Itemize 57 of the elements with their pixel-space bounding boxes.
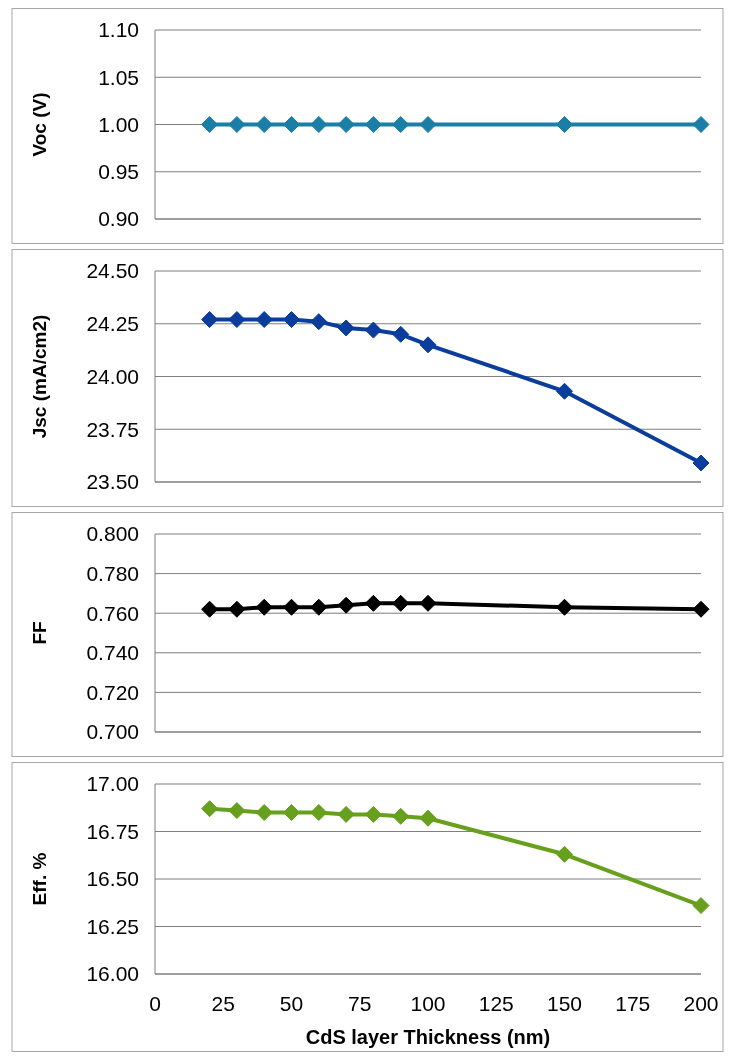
point — [228, 802, 246, 820]
y-tick-label: 24.50 — [86, 259, 139, 283]
point — [419, 809, 437, 827]
y-tick-label: 0.740 — [86, 641, 139, 665]
y-tick-label: 0.95 — [98, 160, 139, 184]
x-tick-label: 100 — [410, 992, 446, 1015]
y-tick-label: 1.10 — [98, 18, 139, 42]
y-tick-label: 16.75 — [86, 819, 139, 843]
y-tick-label: 0.780 — [86, 561, 139, 585]
point — [337, 319, 355, 337]
y-tick-label: 17.00 — [86, 772, 139, 796]
y-axis-title: Jsc (mA/cm2) — [29, 314, 50, 439]
y-tick-label: 0.720 — [86, 680, 139, 704]
y-tick-label: 0.90 — [98, 207, 139, 231]
point — [364, 805, 382, 823]
x-tick-label: 200 — [683, 992, 719, 1015]
point — [255, 311, 273, 329]
y-tick-label: 0.700 — [86, 720, 139, 744]
y-tick-label: 0.760 — [86, 601, 139, 625]
point — [364, 321, 382, 339]
point — [228, 311, 246, 329]
y-axis-title: FF — [29, 621, 50, 645]
x-tick-label: 0 — [149, 992, 161, 1015]
x-tick-label: 175 — [615, 992, 651, 1015]
point — [337, 805, 355, 823]
y-tick-label: 16.00 — [86, 962, 139, 986]
y-tick-label: 24.00 — [86, 364, 139, 388]
x-tick-label: 50 — [279, 992, 304, 1015]
point — [556, 845, 573, 863]
y-tick-label: 16.50 — [86, 867, 139, 891]
x-tick-label: 75 — [348, 992, 372, 1015]
y-tick-label: 23.50 — [86, 470, 139, 494]
point — [283, 311, 300, 329]
point — [201, 311, 219, 329]
y-tick-label: 16.25 — [86, 914, 139, 938]
point — [692, 454, 710, 472]
x-tick-label: 125 — [478, 992, 514, 1015]
x-tick-label: 25 — [211, 992, 235, 1015]
y-tick-label: 0.800 — [86, 522, 139, 546]
point — [201, 800, 219, 818]
y-tick-label: 24.25 — [86, 312, 139, 336]
point — [556, 382, 573, 400]
point — [310, 313, 328, 331]
y-tick-label: 23.75 — [86, 417, 139, 441]
point — [392, 807, 410, 825]
point — [419, 336, 437, 354]
point — [283, 804, 300, 821]
y-tick-label: 1.00 — [98, 112, 139, 136]
point — [392, 325, 410, 343]
x-axis-title: CdS layer Thickness (nm) — [305, 1026, 551, 1048]
point — [692, 897, 710, 915]
y-axis-title: Voc (V) — [29, 92, 50, 157]
y-tick-label: 1.05 — [98, 65, 139, 89]
y-axis-title: Eff. % — [29, 852, 50, 906]
point — [255, 804, 273, 821]
x-tick-label: 150 — [546, 992, 583, 1015]
point — [310, 804, 328, 821]
